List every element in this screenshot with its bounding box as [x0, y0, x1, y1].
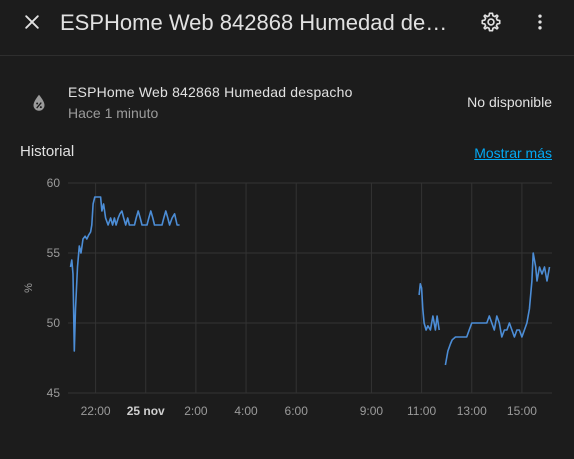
series-line — [418, 283, 440, 331]
entity-last-changed: Hace 1 minuto — [68, 105, 159, 121]
x-tick-label: 4:00 — [234, 404, 258, 418]
close-button[interactable] — [12, 2, 52, 42]
header-divider — [0, 55, 574, 56]
y-axis-label: % — [23, 283, 35, 293]
entity-state: No disponible — [467, 94, 552, 110]
dialog-title: ESPHome Web 842868 Humedad despacho — [60, 10, 456, 35]
water-percent-off-icon — [33, 94, 45, 111]
entity-row: ESPHome Web 842868 Humedad despacho Hace… — [0, 80, 574, 124]
series-line — [444, 252, 551, 366]
close-icon — [25, 15, 39, 29]
more-vertical-icon — [538, 14, 542, 30]
entity-name: ESPHome Web 842868 Humedad despacho — [68, 84, 353, 100]
x-tick-label: 13:00 — [457, 404, 487, 418]
y-tick-label: 45 — [47, 386, 61, 400]
x-tick-label: 15:00 — [507, 404, 537, 418]
settings-button[interactable] — [471, 2, 511, 42]
dialog-header: ESPHome Web 842868 Humedad despacho — [0, 0, 574, 44]
x-tick-label: 25 nov — [127, 404, 165, 418]
more-options-button[interactable] — [520, 2, 560, 42]
y-tick-label: 60 — [47, 176, 61, 190]
y-tick-label: 55 — [47, 246, 61, 260]
history-title: Historial — [20, 143, 75, 160]
x-tick-label: 2:00 — [184, 404, 208, 418]
x-tick-label: 9:00 — [360, 404, 384, 418]
series-line — [69, 196, 180, 352]
y-tick-label: 50 — [47, 316, 61, 330]
x-tick-label: 22:00 — [81, 404, 111, 418]
show-more-link[interactable]: Mostrar más — [474, 145, 552, 161]
history-chart: 60 55 50 45 22:00 25 nov 2:00 4:00 6:00 9:00 11:00… — [23, 176, 552, 418]
x-tick-label: 11:00 — [407, 404, 436, 418]
x-tick-label: 6:00 — [285, 404, 309, 418]
gear-icon — [481, 12, 501, 32]
